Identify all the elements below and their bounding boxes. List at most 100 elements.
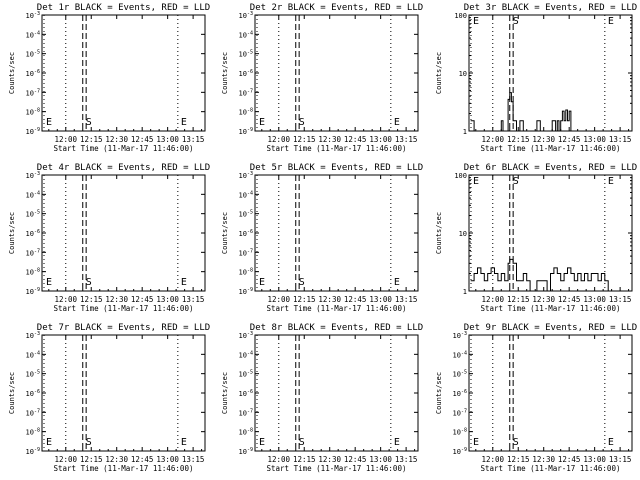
marker-label-e: E (181, 117, 187, 128)
y-axis-label: Counts/sec (8, 52, 16, 94)
x-tick-label: 12:15 (507, 135, 530, 144)
y-tick-label: 100 (454, 172, 467, 180)
y-tick-label: 10-4 (239, 190, 253, 199)
plot-frame (41, 334, 206, 452)
y-tick-label: 10-4 (26, 190, 40, 199)
y-tick-label: 10-3 (26, 331, 40, 340)
y-tick-label: 10-5 (26, 370, 40, 379)
panel-title: Det 6r BLACK = Events, RED = LLD (464, 163, 637, 173)
x-tick-label: 12:00 (481, 295, 504, 304)
x-axis-label: Start Time (11-Mar-17 11:46:00) (267, 464, 407, 473)
x-tick-label: 13:15 (609, 455, 632, 464)
x-tick-label: 12:15 (80, 455, 103, 464)
x-tick-label: 12:15 (80, 135, 103, 144)
x-tick-label: 12:30 (532, 135, 555, 144)
y-tick-label: 10-8 (26, 108, 40, 117)
marker-label-s: S (299, 117, 305, 128)
x-tick-label: 12:00 (54, 295, 77, 304)
x-axis-label: Start Time (11-Mar-17 11:46:00) (54, 144, 194, 153)
x-tick-label: 12:45 (558, 135, 581, 144)
y-tick-label: 10-5 (26, 50, 40, 59)
y-tick-label: 10-4 (239, 350, 253, 359)
y-tick-label: 10-3 (239, 11, 253, 20)
x-tick-label: 12:00 (267, 455, 290, 464)
x-tick-label: 12:45 (131, 135, 154, 144)
plot-frame (468, 334, 633, 452)
y-tick-label: 10-9 (26, 127, 40, 136)
y-tick-label: 10 (459, 230, 467, 238)
y-axis-label: Counts/sec (435, 212, 443, 254)
y-axis-label: Counts/sec (435, 372, 443, 414)
y-tick-label: 10-9 (239, 127, 253, 136)
y-tick-label: 10-8 (26, 428, 40, 437)
x-tick-label: 13:00 (583, 135, 606, 144)
y-tick-label: 10-6 (26, 69, 40, 78)
marker-label-e: E (473, 16, 479, 27)
y-tick-label: 10-5 (239, 50, 253, 59)
x-tick-label: 13:00 (156, 455, 179, 464)
plot-frame (254, 174, 419, 292)
x-tick-label: 13:00 (156, 295, 179, 304)
x-tick-label: 13:15 (609, 135, 632, 144)
plot-frame (468, 14, 633, 132)
marker-label-e: E (46, 277, 52, 288)
x-tick-label: 12:00 (54, 135, 77, 144)
marker-label-e: E (259, 117, 265, 128)
marker-label-e: E (473, 176, 479, 187)
plot-frame (254, 14, 419, 132)
x-tick-label: 12:45 (131, 295, 154, 304)
x-axis-label: Start Time (11-Mar-17 11:46:00) (267, 144, 407, 153)
x-tick-label: 12:30 (105, 135, 128, 144)
marker-label-e: E (181, 437, 187, 448)
y-tick-label: 10-7 (453, 408, 467, 417)
y-tick-label: 10-3 (26, 171, 40, 180)
marker-label-e: E (394, 277, 400, 288)
y-tick-label: 10-8 (453, 428, 467, 437)
y-tick-label: 10-6 (26, 229, 40, 238)
marker-label-e: E (181, 277, 187, 288)
marker-label-s: S (86, 437, 92, 448)
panel-title: Det 7r BLACK = Events, RED = LLD (37, 323, 210, 333)
y-tick-label: 10-4 (453, 350, 467, 359)
y-tick-label: 10-3 (26, 11, 40, 20)
y-axis-label: Counts/sec (8, 212, 16, 254)
y-tick-label: 1 (463, 128, 467, 136)
x-tick-label: 12:15 (293, 135, 316, 144)
x-tick-label: 12:30 (318, 455, 341, 464)
y-tick-label: 10-7 (239, 248, 253, 257)
marker-label-s: S (299, 437, 305, 448)
x-tick-label: 12:15 (293, 295, 316, 304)
x-tick-label: 12:30 (105, 455, 128, 464)
marker-label-e: E (259, 277, 265, 288)
marker-label-s: S (86, 117, 92, 128)
marker-label-e: E (46, 437, 52, 448)
y-tick-label: 10-9 (26, 447, 40, 456)
marker-label-e: E (259, 437, 265, 448)
y-tick-label: 10-4 (26, 350, 40, 359)
x-tick-label: 12:15 (80, 295, 103, 304)
x-tick-label: 12:15 (293, 455, 316, 464)
y-tick-label: 10-3 (239, 331, 253, 340)
x-tick-label: 13:15 (182, 135, 205, 144)
x-tick-label: 12:00 (267, 295, 290, 304)
marker-label-s: S (299, 277, 305, 288)
y-tick-label: 10-4 (26, 30, 40, 39)
x-tick-label: 13:15 (609, 295, 632, 304)
y-tick-label: 10-5 (453, 370, 467, 379)
x-tick-label: 13:00 (156, 135, 179, 144)
panel-title: Det 5r BLACK = Events, RED = LLD (250, 163, 423, 173)
y-tick-label: 10-9 (239, 287, 253, 296)
x-tick-label: 12:45 (558, 455, 581, 464)
marker-label-e: E (608, 437, 614, 448)
y-tick-label: 10-8 (239, 108, 253, 117)
y-tick-label: 10-6 (239, 69, 253, 78)
x-axis-label: Start Time (11-Mar-17 11:46:00) (481, 144, 621, 153)
y-tick-label: 10-7 (26, 88, 40, 97)
x-tick-label: 12:45 (344, 455, 367, 464)
events-series-line (470, 92, 629, 132)
x-axis-label: Start Time (11-Mar-17 11:46:00) (54, 304, 194, 313)
